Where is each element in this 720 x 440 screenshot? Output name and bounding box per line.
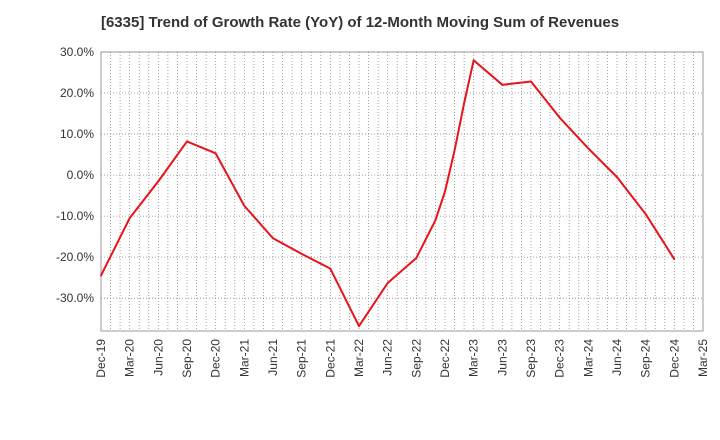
x-tick-label: Mar-23 <box>467 339 481 377</box>
data-point <box>444 190 446 193</box>
x-tick-label: Mar-22 <box>352 339 366 377</box>
data-point <box>243 204 246 207</box>
x-tick-label: Mar-20 <box>123 339 137 377</box>
x-tick-label: Sep-23 <box>524 339 538 378</box>
x-tick-label: Sep-21 <box>295 339 309 378</box>
data-point <box>358 325 360 327</box>
x-tick-label: Mar-21 <box>237 339 251 377</box>
x-tick-label: Dec-23 <box>553 339 567 378</box>
data-point <box>329 267 332 270</box>
data-point <box>616 176 618 179</box>
data-point <box>453 149 456 152</box>
y-tick-label: -30.0% <box>56 291 94 305</box>
data-point <box>501 83 504 86</box>
y-tick-label: -10.0% <box>56 209 94 223</box>
data-point <box>128 217 131 220</box>
x-tick-label: Mar-25 <box>696 339 710 377</box>
x-tick-label: Jun-22 <box>381 339 395 376</box>
chart-title: [6335] Trend of Growth Rate (YoY) of 12-… <box>100 14 620 31</box>
data-point <box>530 80 532 83</box>
x-tick-label: Jun-23 <box>495 339 509 376</box>
x-tick-label: Dec-21 <box>323 339 337 378</box>
data-point <box>186 140 188 143</box>
y-axis-tick-labels: 30.0% 20.0% 10.0% 0.0% -10.0% -20.0% -30.0% <box>56 45 94 305</box>
y-tick-label: 30.0% <box>60 45 94 59</box>
data-point <box>272 237 274 240</box>
data-point <box>463 102 466 105</box>
data-point <box>415 257 418 259</box>
x-tick-label: Mar-24 <box>581 339 595 377</box>
data-point <box>386 282 389 284</box>
series-line <box>100 59 676 328</box>
x-tick-label: Dec-20 <box>209 339 223 378</box>
x-axis-tick-labels: Dec-19 Mar-20 Jun-20 Sep-20 Dec-20 Mar-21 Jun-… <box>94 339 710 378</box>
grid-lines <box>101 51 703 331</box>
data-point <box>673 258 676 261</box>
x-tick-label: Sep-24 <box>639 339 653 378</box>
data-point <box>157 180 160 183</box>
x-tick-label: Dec-22 <box>438 339 452 378</box>
x-tick-label: Jun-24 <box>610 339 624 376</box>
data-point <box>644 213 647 215</box>
x-tick-label: Dec-24 <box>667 339 681 378</box>
x-tick-label: Jun-21 <box>266 339 280 376</box>
y-tick-label: 0.0% <box>67 168 95 182</box>
data-point <box>300 252 303 255</box>
data-point <box>558 116 561 119</box>
x-tick-label: Sep-20 <box>180 339 194 378</box>
x-tick-label: Jun-20 <box>151 339 165 376</box>
x-tick-label: Dec-19 <box>94 339 108 378</box>
x-tick-label: Sep-22 <box>409 339 423 378</box>
series-layer <box>100 59 676 328</box>
data-point <box>100 274 102 277</box>
y-tick-label: -20.0% <box>56 250 94 264</box>
data-point <box>214 152 217 155</box>
data-point <box>434 219 437 222</box>
plot-area <box>100 51 704 332</box>
data-point <box>587 147 590 150</box>
data-point <box>472 59 475 62</box>
y-tick-label: 20.0% <box>60 86 94 100</box>
y-tick-label: 10.0% <box>60 127 94 141</box>
